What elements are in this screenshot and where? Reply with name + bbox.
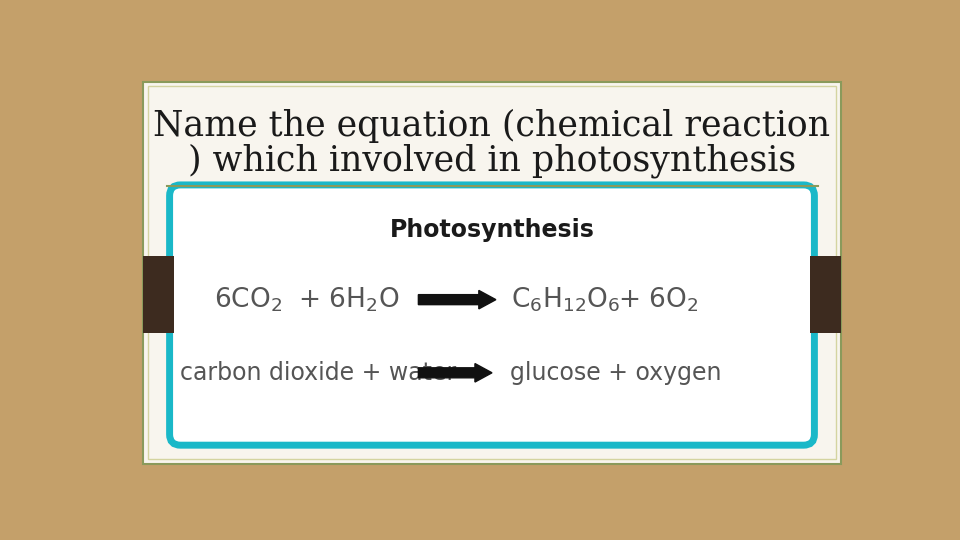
Text: $\mathregular{6CO_2}$: $\mathregular{6CO_2}$ xyxy=(214,286,282,314)
FancyBboxPatch shape xyxy=(170,185,814,445)
Text: ) which involved in photosynthesis: ) which involved in photosynthesis xyxy=(188,144,796,178)
FancyArrow shape xyxy=(419,363,492,382)
Text: glucose + oxygen: glucose + oxygen xyxy=(511,361,722,385)
Text: $\mathregular{C_6H_{12}O_6}$: $\mathregular{C_6H_{12}O_6}$ xyxy=(511,286,620,314)
Text: Name the equation (chemical reaction: Name the equation (chemical reaction xyxy=(154,110,830,144)
Text: Photosynthesis: Photosynthesis xyxy=(390,218,594,242)
Text: $\mathregular{+\ 6O_2}$: $\mathregular{+\ 6O_2}$ xyxy=(618,286,699,314)
Bar xyxy=(143,256,175,333)
FancyArrow shape xyxy=(419,291,496,309)
Text: $\mathregular{+\ 6H_2O}$: $\mathregular{+\ 6H_2O}$ xyxy=(298,286,399,314)
Bar xyxy=(809,256,841,333)
Text: carbon dioxide + water: carbon dioxide + water xyxy=(180,361,456,385)
Bar xyxy=(148,86,836,459)
